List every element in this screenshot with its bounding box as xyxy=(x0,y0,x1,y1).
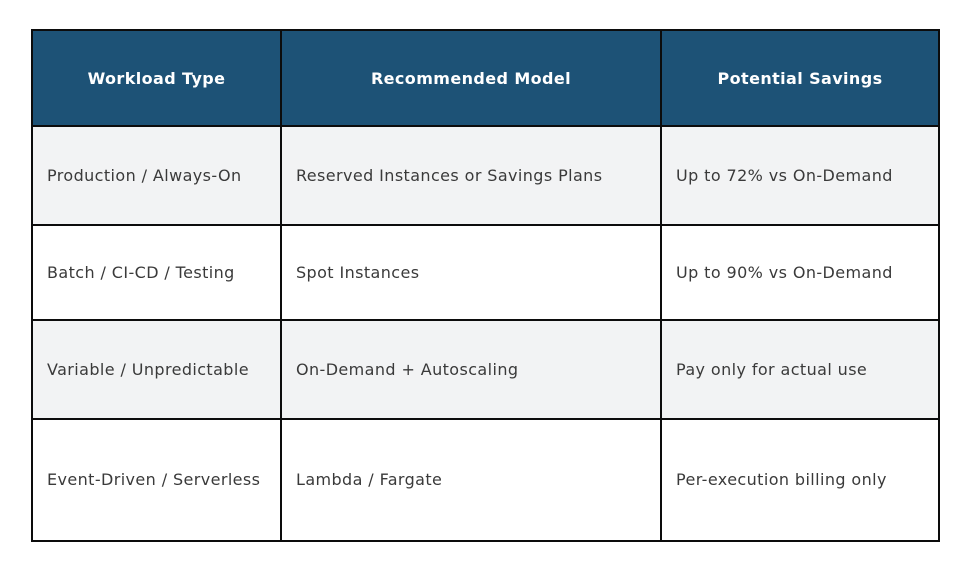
cell-recommended-model: Spot Instances xyxy=(280,224,662,321)
table-row-event-driven: Event-Driven / Serverless Lambda / Farga… xyxy=(31,418,940,542)
column-header-recommended-model: Recommended Model xyxy=(280,29,662,127)
cell-workload-type: Production / Always-On xyxy=(31,125,282,226)
header-row: Workload Type Recommended Model Potentia… xyxy=(31,29,940,127)
cell-potential-savings: Pay only for actual use xyxy=(660,319,940,420)
column-header-potential-savings: Potential Savings xyxy=(660,29,940,127)
cell-potential-savings: Up to 72% vs On-Demand xyxy=(660,125,940,226)
cell-workload-type: Event-Driven / Serverless xyxy=(31,418,282,542)
table-row-production: Production / Always-On Reserved Instance… xyxy=(31,125,940,226)
workload-pricing-table: Workload Type Recommended Model Potentia… xyxy=(31,29,940,542)
cell-potential-savings: Up to 90% vs On-Demand xyxy=(660,224,940,321)
table-row-batch: Batch / CI-CD / Testing Spot Instances U… xyxy=(31,224,940,321)
table-row-variable: Variable / Unpredictable On-Demand + Aut… xyxy=(31,319,940,420)
cell-recommended-model: Reserved Instances or Savings Plans xyxy=(280,125,662,226)
column-header-workload-type: Workload Type xyxy=(31,29,282,127)
cell-recommended-model: On-Demand + Autoscaling xyxy=(280,319,662,420)
cell-recommended-model: Lambda / Fargate xyxy=(280,418,662,542)
cell-potential-savings: Per-execution billing only xyxy=(660,418,940,542)
cell-workload-type: Variable / Unpredictable xyxy=(31,319,282,420)
cell-workload-type: Batch / CI-CD / Testing xyxy=(31,224,282,321)
